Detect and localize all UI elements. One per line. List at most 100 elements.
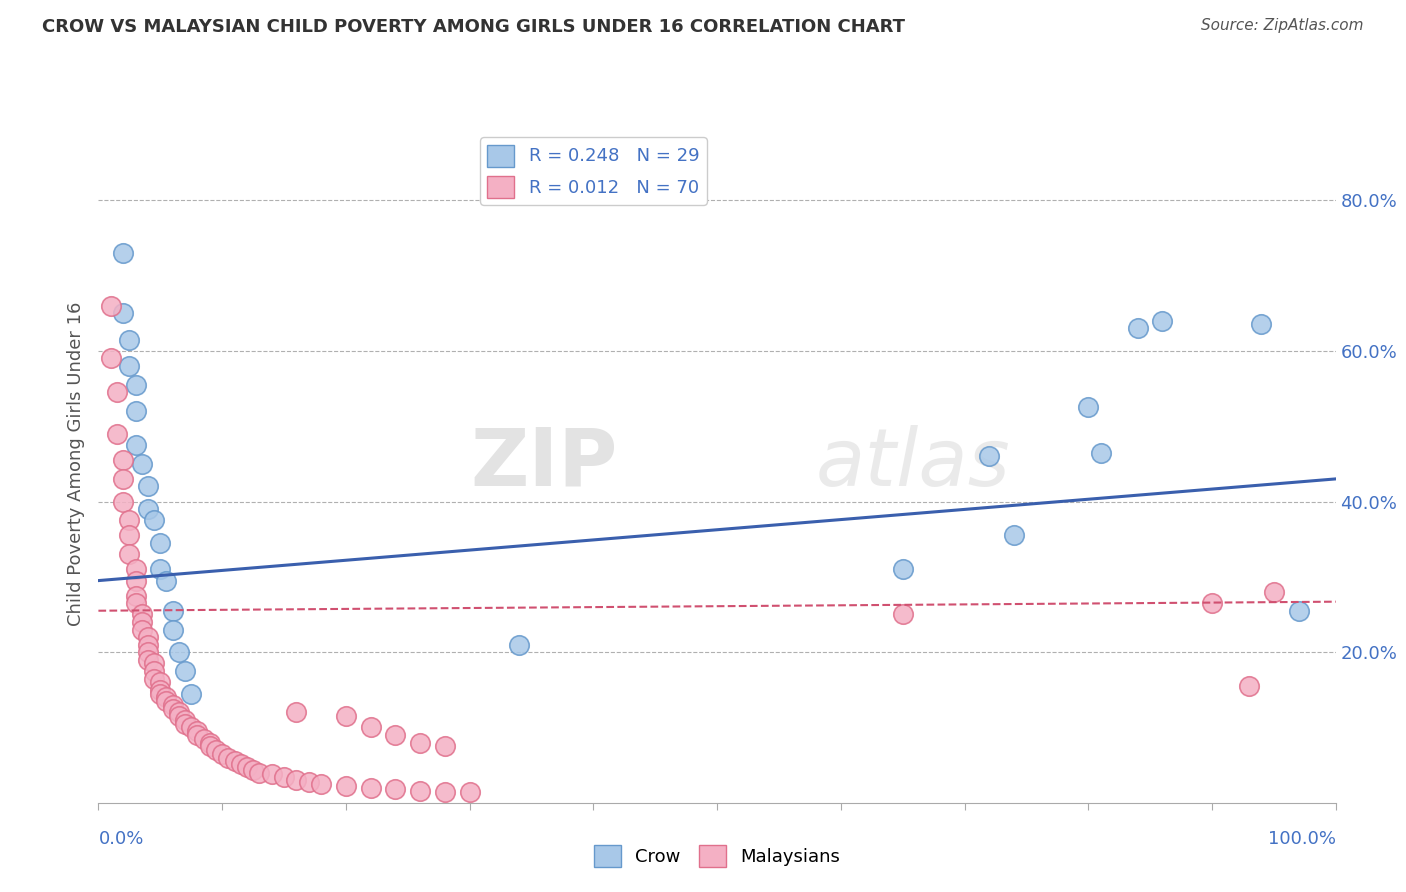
Point xyxy=(335,779,357,793)
Point xyxy=(247,765,270,780)
Point xyxy=(155,574,177,588)
Point xyxy=(174,713,197,727)
Point xyxy=(1201,596,1223,610)
Point xyxy=(217,750,239,764)
Point xyxy=(124,589,146,603)
Point xyxy=(409,783,432,797)
Point xyxy=(273,770,295,784)
Point xyxy=(198,739,221,754)
Point xyxy=(979,450,1001,464)
Point xyxy=(229,756,252,771)
Point xyxy=(285,773,308,788)
Point xyxy=(124,562,146,576)
Point xyxy=(1288,604,1310,618)
Point xyxy=(162,698,184,712)
Point xyxy=(105,385,128,400)
Point xyxy=(1002,528,1025,542)
Point xyxy=(100,299,122,313)
Legend: R = 0.248   N = 29, R = 0.012   N = 70: R = 0.248 N = 29, R = 0.012 N = 70 xyxy=(479,137,707,205)
Point xyxy=(1077,401,1099,415)
Point xyxy=(162,604,184,618)
Point xyxy=(118,359,141,373)
Point xyxy=(118,528,141,542)
Point xyxy=(198,735,221,749)
Point xyxy=(891,607,914,622)
Point xyxy=(155,694,177,708)
Point xyxy=(260,767,283,781)
Point xyxy=(131,457,153,471)
Point xyxy=(409,735,432,749)
Point xyxy=(298,774,321,789)
Point xyxy=(124,404,146,418)
Text: ZIP: ZIP xyxy=(471,425,619,503)
Point xyxy=(1250,318,1272,332)
Point xyxy=(891,562,914,576)
Point xyxy=(205,743,228,757)
Point xyxy=(112,472,135,486)
Point xyxy=(143,657,166,671)
Point xyxy=(124,438,146,452)
Point xyxy=(236,759,259,773)
Point xyxy=(433,784,456,798)
Point xyxy=(180,687,202,701)
Point xyxy=(508,638,530,652)
Point xyxy=(285,706,308,720)
Text: 0.0%: 0.0% xyxy=(98,830,143,847)
Point xyxy=(174,664,197,678)
Point xyxy=(124,574,146,588)
Point xyxy=(1126,321,1149,335)
Point xyxy=(1152,314,1174,328)
Text: CROW VS MALAYSIAN CHILD POVERTY AMONG GIRLS UNDER 16 CORRELATION CHART: CROW VS MALAYSIAN CHILD POVERTY AMONG GI… xyxy=(42,18,905,36)
Point xyxy=(136,645,159,659)
Point xyxy=(162,623,184,637)
Point xyxy=(124,596,146,610)
Point xyxy=(167,709,190,723)
Point xyxy=(433,739,456,754)
Point xyxy=(335,709,357,723)
Point xyxy=(112,306,135,320)
Point xyxy=(136,630,159,644)
Point xyxy=(131,615,153,629)
Point xyxy=(155,690,177,705)
Point xyxy=(224,755,246,769)
Point xyxy=(162,701,184,715)
Point xyxy=(1090,445,1112,459)
Point xyxy=(131,607,153,622)
Point xyxy=(149,536,172,550)
Point xyxy=(118,513,141,527)
Point xyxy=(136,479,159,493)
Point xyxy=(384,782,406,797)
Y-axis label: Child Poverty Among Girls Under 16: Child Poverty Among Girls Under 16 xyxy=(66,301,84,626)
Point xyxy=(149,682,172,697)
Point xyxy=(1237,679,1260,693)
Text: Source: ZipAtlas.com: Source: ZipAtlas.com xyxy=(1201,18,1364,33)
Point xyxy=(360,780,382,795)
Point xyxy=(118,547,141,561)
Point xyxy=(100,351,122,366)
Point xyxy=(186,728,208,742)
Point xyxy=(384,728,406,742)
Point xyxy=(167,706,190,720)
Point xyxy=(167,645,190,659)
Point xyxy=(186,724,208,739)
Point xyxy=(174,716,197,731)
Point xyxy=(112,453,135,467)
Point xyxy=(1263,585,1285,599)
Point xyxy=(242,763,264,777)
Point xyxy=(136,638,159,652)
Point xyxy=(149,687,172,701)
Text: atlas: atlas xyxy=(815,425,1011,503)
Point xyxy=(360,721,382,735)
Point xyxy=(149,675,172,690)
Point xyxy=(143,664,166,678)
Point xyxy=(112,246,135,260)
Point xyxy=(458,785,481,799)
Point xyxy=(143,672,166,686)
Point xyxy=(180,721,202,735)
Point xyxy=(118,333,141,347)
Point xyxy=(124,377,146,392)
Point xyxy=(211,747,233,761)
Point xyxy=(143,513,166,527)
Point xyxy=(309,777,332,791)
Point xyxy=(193,731,215,746)
